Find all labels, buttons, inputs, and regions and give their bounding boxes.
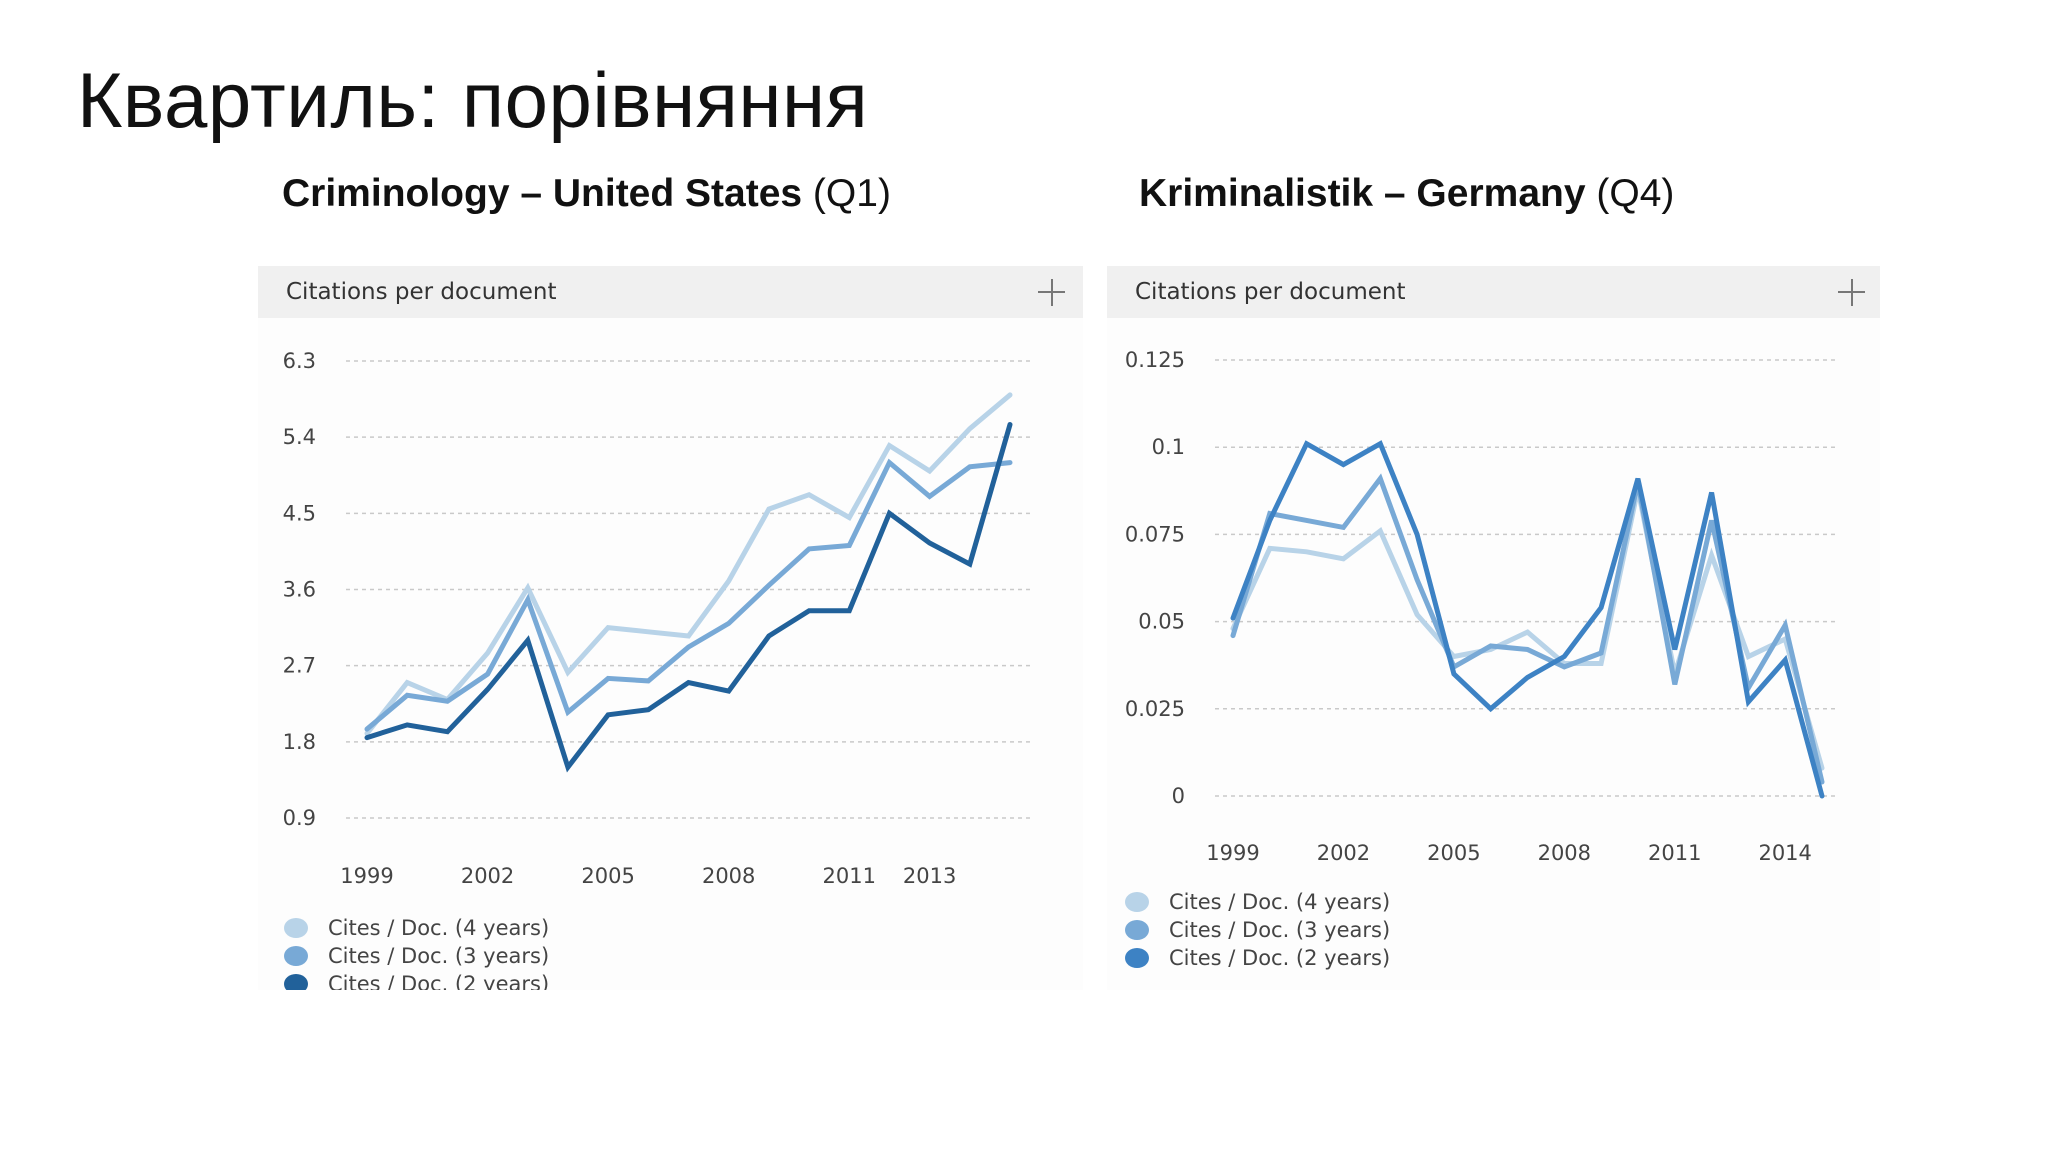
chart-heading-quartile: (Q1) bbox=[802, 172, 891, 215]
legend-label: Cites / Doc. (3 years) bbox=[1169, 918, 1391, 942]
y-tick-label: 0 bbox=[1172, 784, 1185, 808]
panel-header: Citations per document bbox=[258, 266, 1083, 318]
x-tick-label: 2002 bbox=[1317, 841, 1370, 865]
y-tick-label: 5.4 bbox=[283, 425, 316, 449]
legend-label: Cites / Doc. (4 years) bbox=[328, 916, 550, 940]
legend-swatch bbox=[1125, 920, 1149, 940]
series-line-2-years bbox=[1230, 440, 1825, 799]
line-chart-criminology: 6.3 5.4 4.5 3.6 2.7 1.8 0.9 1999 2002 2005 2008 201… bbox=[283, 349, 1033, 888]
legend-swatch bbox=[284, 974, 308, 990]
x-tick-label: 1999 bbox=[340, 864, 393, 888]
chart-heading-criminology: Criminology – United States (Q1) bbox=[282, 172, 891, 216]
expand-plus-icon[interactable] bbox=[1025, 266, 1077, 318]
y-tick-label: 0.125 bbox=[1125, 348, 1185, 372]
legend-label: Cites / Doc. (2 years) bbox=[328, 972, 550, 990]
line-chart-kriminalistik: 0.125 0.1 0.075 0.05 0.025 0 1999 2002 2005 2008 2… bbox=[1125, 348, 1837, 865]
y-tick-label: 6.3 bbox=[283, 349, 316, 373]
expand-plus-icon[interactable] bbox=[1825, 266, 1877, 318]
x-tick-label: 2002 bbox=[461, 864, 514, 888]
legend-label: Cites / Doc. (4 years) bbox=[1169, 890, 1391, 914]
legend-swatch bbox=[1125, 948, 1149, 968]
legend-swatch bbox=[284, 918, 308, 938]
x-tick-label: 2011 bbox=[823, 864, 876, 888]
chart-heading-kriminalistik: Kriminalistik – Germany (Q4) bbox=[1139, 172, 1674, 216]
legend-label: Cites / Doc. (2 years) bbox=[1169, 946, 1391, 970]
legend-label: Cites / Doc. (3 years) bbox=[328, 944, 550, 968]
legend-item[interactable]: Cites / Doc. (3 years) bbox=[1125, 916, 1390, 944]
chart-legend: Cites / Doc. (4 years) Cites / Doc. (3 ye… bbox=[1125, 888, 1390, 972]
chart-heading-quartile: (Q4) bbox=[1585, 172, 1675, 215]
x-tick-label: 2008 bbox=[1538, 841, 1591, 865]
x-tick-label: 2013 bbox=[903, 864, 956, 888]
y-tick-label: 1.8 bbox=[283, 730, 316, 754]
legend-swatch bbox=[1125, 892, 1149, 912]
legend-item[interactable]: Cites / Doc. (2 years) bbox=[1125, 944, 1390, 972]
x-tick-label: 2008 bbox=[702, 864, 755, 888]
chart-panel-criminology: Citations per document 6.3 5.4 4.5 3.6 2.7 1.… bbox=[258, 266, 1083, 990]
x-tick-label: 1999 bbox=[1206, 841, 1259, 865]
legend-item[interactable]: Cites / Doc. (2 years) bbox=[284, 970, 549, 990]
y-tick-label: 2.7 bbox=[283, 654, 316, 678]
series-line-4-years bbox=[364, 392, 1013, 736]
y-tick-label: 0.9 bbox=[283, 806, 316, 830]
y-tick-label: 3.6 bbox=[283, 578, 316, 602]
y-tick-label: 0.1 bbox=[1152, 435, 1185, 459]
chart-legend: Cites / Doc. (4 years) Cites / Doc. (3 ye… bbox=[284, 914, 549, 990]
y-tick-label: 4.5 bbox=[283, 501, 316, 525]
legend-item[interactable]: Cites / Doc. (3 years) bbox=[284, 942, 549, 970]
chart-heading-bold: Kriminalistik – Germany bbox=[1139, 172, 1586, 215]
x-tick-label: 2005 bbox=[1427, 841, 1480, 865]
y-tick-label: 0.05 bbox=[1138, 610, 1185, 634]
series-line-4-years bbox=[1230, 488, 1825, 771]
series-line-2-years bbox=[364, 422, 1013, 773]
chart-heading-bold: Criminology – United States bbox=[282, 172, 803, 215]
legend-swatch bbox=[284, 946, 308, 966]
y-tick-label: 0.075 bbox=[1125, 522, 1185, 546]
x-tick-label: 2011 bbox=[1648, 841, 1701, 865]
legend-item[interactable]: Cites / Doc. (4 years) bbox=[284, 914, 549, 942]
panel-header: Citations per document bbox=[1107, 266, 1880, 318]
legend-item[interactable]: Cites / Doc. (4 years) bbox=[1125, 888, 1390, 916]
y-tick-label: 0.025 bbox=[1125, 697, 1185, 721]
x-tick-label: 2014 bbox=[1758, 841, 1811, 865]
series-line-3-years bbox=[364, 458, 1013, 732]
slide-title: Квартиль: порівняння bbox=[77, 56, 869, 144]
chart-panel-kriminalistik: Citations per document 0.125 0.1 0.075 0.05… bbox=[1107, 266, 1880, 990]
x-tick-label: 2005 bbox=[581, 864, 634, 888]
